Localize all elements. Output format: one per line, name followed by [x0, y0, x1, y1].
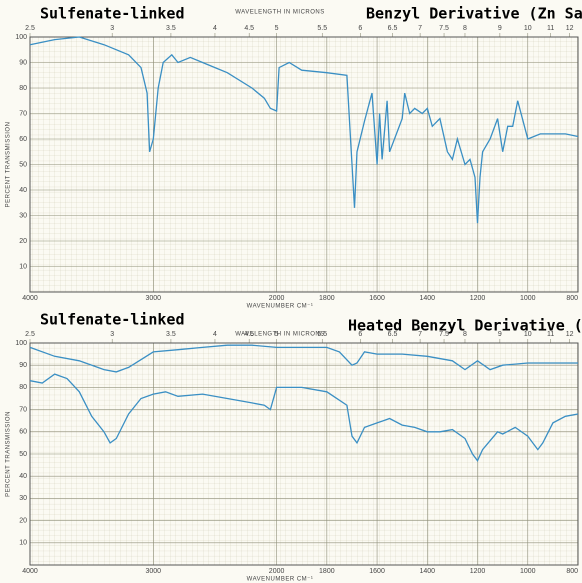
- x-tick-label: 1800: [319, 295, 335, 302]
- x2-tick-label: 2.5: [25, 331, 35, 338]
- y-tick-label: 70: [19, 406, 27, 413]
- x-tick-label: 1200: [470, 295, 486, 302]
- x2-tick-label: 2.5: [25, 25, 35, 32]
- x2-axis-label: WAVELENGTH IN MICRONS: [235, 332, 325, 338]
- x-tick-label: 1600: [369, 295, 385, 302]
- y-tick-label: 90: [19, 362, 27, 369]
- x2-tick-label: 6.5: [388, 25, 398, 32]
- x2-tick-label: 10: [524, 331, 532, 338]
- x-tick-label: 1400: [420, 295, 436, 302]
- x2-tick-label: 10: [524, 25, 532, 32]
- x-tick-label: 800: [566, 295, 578, 302]
- x2-tick-label: 9: [498, 331, 502, 338]
- x2-tick-label: 8: [463, 331, 467, 338]
- x2-tick-label: 12: [566, 25, 574, 32]
- x-tick-label: 1400: [420, 568, 436, 575]
- y-tick-label: 30: [19, 212, 27, 219]
- x2-tick-label: 5.5: [317, 331, 327, 338]
- y-axis-label: PERCENT TRANSMISSION: [6, 122, 12, 208]
- x-tick-label: 4000: [22, 568, 38, 575]
- y-tick-label: 80: [19, 85, 27, 92]
- spectrum-line: [29, 36, 579, 224]
- x2-tick-label: 7: [418, 331, 422, 338]
- x2-tick-label: 4: [213, 25, 217, 32]
- x-tick-label: 1000: [520, 295, 536, 302]
- y-tick-label: 60: [19, 429, 27, 436]
- x-tick-label: 4000: [22, 295, 38, 302]
- x2-axis-label: WAVELENGTH IN MICRONS: [235, 10, 325, 16]
- x2-tick-label: 5: [275, 25, 279, 32]
- x-tick-label: 2000: [269, 568, 285, 575]
- x2-tick-label: 4.5: [244, 25, 254, 32]
- x2-tick-label: 4.5: [244, 331, 254, 338]
- y-tick-label: 70: [19, 110, 27, 117]
- x-tick-label: 1600: [369, 568, 385, 575]
- plot-frame: [29, 342, 579, 566]
- y-tick-label: 20: [19, 238, 27, 245]
- y-tick-label: 50: [19, 451, 27, 458]
- y-tick-label: 20: [19, 517, 27, 524]
- x-tick-label: 2000: [269, 295, 285, 302]
- x-tick-label: 800: [566, 568, 578, 575]
- x2-tick-label: 11: [547, 331, 554, 338]
- x2-tick-label: 9: [498, 25, 502, 32]
- x2-tick-label: 8: [463, 25, 467, 32]
- x2-tick-label: 6.5: [388, 331, 398, 338]
- y-tick-label: 30: [19, 495, 27, 502]
- x2-tick-label: 5: [275, 331, 279, 338]
- y-tick-label: 10: [19, 540, 27, 547]
- x2-tick-label: 5.5: [317, 25, 327, 32]
- x-tick-label: 1800: [319, 568, 335, 575]
- chart-subtitle: Benzyl Derivative (Zn Salt): [366, 5, 582, 23]
- x2-tick-label: 3.5: [166, 25, 176, 32]
- spectrum-line: [29, 373, 579, 462]
- chart-title: Sulfenate-linked: [40, 5, 185, 23]
- x2-tick-label: 6: [358, 25, 362, 32]
- y-tick-label: 10: [19, 263, 27, 270]
- x2-tick-label: 4: [213, 331, 217, 338]
- y-tick-label: 80: [19, 384, 27, 391]
- x-tick-label: 1000: [520, 568, 536, 575]
- y-tick-label: 100: [15, 340, 27, 347]
- chart-title: Sulfenate-linked: [40, 311, 185, 329]
- y-tick-label: 100: [15, 34, 27, 41]
- x-tick-label: 3000: [146, 295, 162, 302]
- x2-tick-label: 7.5: [439, 331, 449, 338]
- plot-frame: [29, 36, 579, 293]
- x-tick-label: 3000: [146, 568, 162, 575]
- y-axis-label: PERCENT TRANSMISSION: [6, 411, 12, 497]
- x2-tick-label: 7: [418, 25, 422, 32]
- y-tick-label: 60: [19, 136, 27, 143]
- x2-tick-label: 3: [110, 331, 114, 338]
- x2-tick-label: 12: [566, 331, 574, 338]
- x2-tick-label: 6: [358, 331, 362, 338]
- chart-subtitle: Heated Benzyl Derivative (Zn Salt): [348, 317, 582, 335]
- y-tick-label: 40: [19, 187, 27, 194]
- x2-tick-label: 3: [110, 25, 114, 32]
- x-axis-label: WAVENUMBER CM⁻¹: [247, 304, 314, 310]
- x2-tick-label: 11: [547, 25, 554, 32]
- y-tick-label: 40: [19, 473, 27, 480]
- spectrum-line: [29, 344, 578, 373]
- x2-tick-label: 3.5: [166, 331, 176, 338]
- x2-tick-label: 7.5: [439, 25, 449, 32]
- x-axis-label: WAVENUMBER CM⁻¹: [247, 577, 314, 583]
- y-tick-label: 50: [19, 161, 27, 168]
- y-tick-label: 90: [19, 59, 27, 66]
- x-tick-label: 1200: [470, 568, 486, 575]
